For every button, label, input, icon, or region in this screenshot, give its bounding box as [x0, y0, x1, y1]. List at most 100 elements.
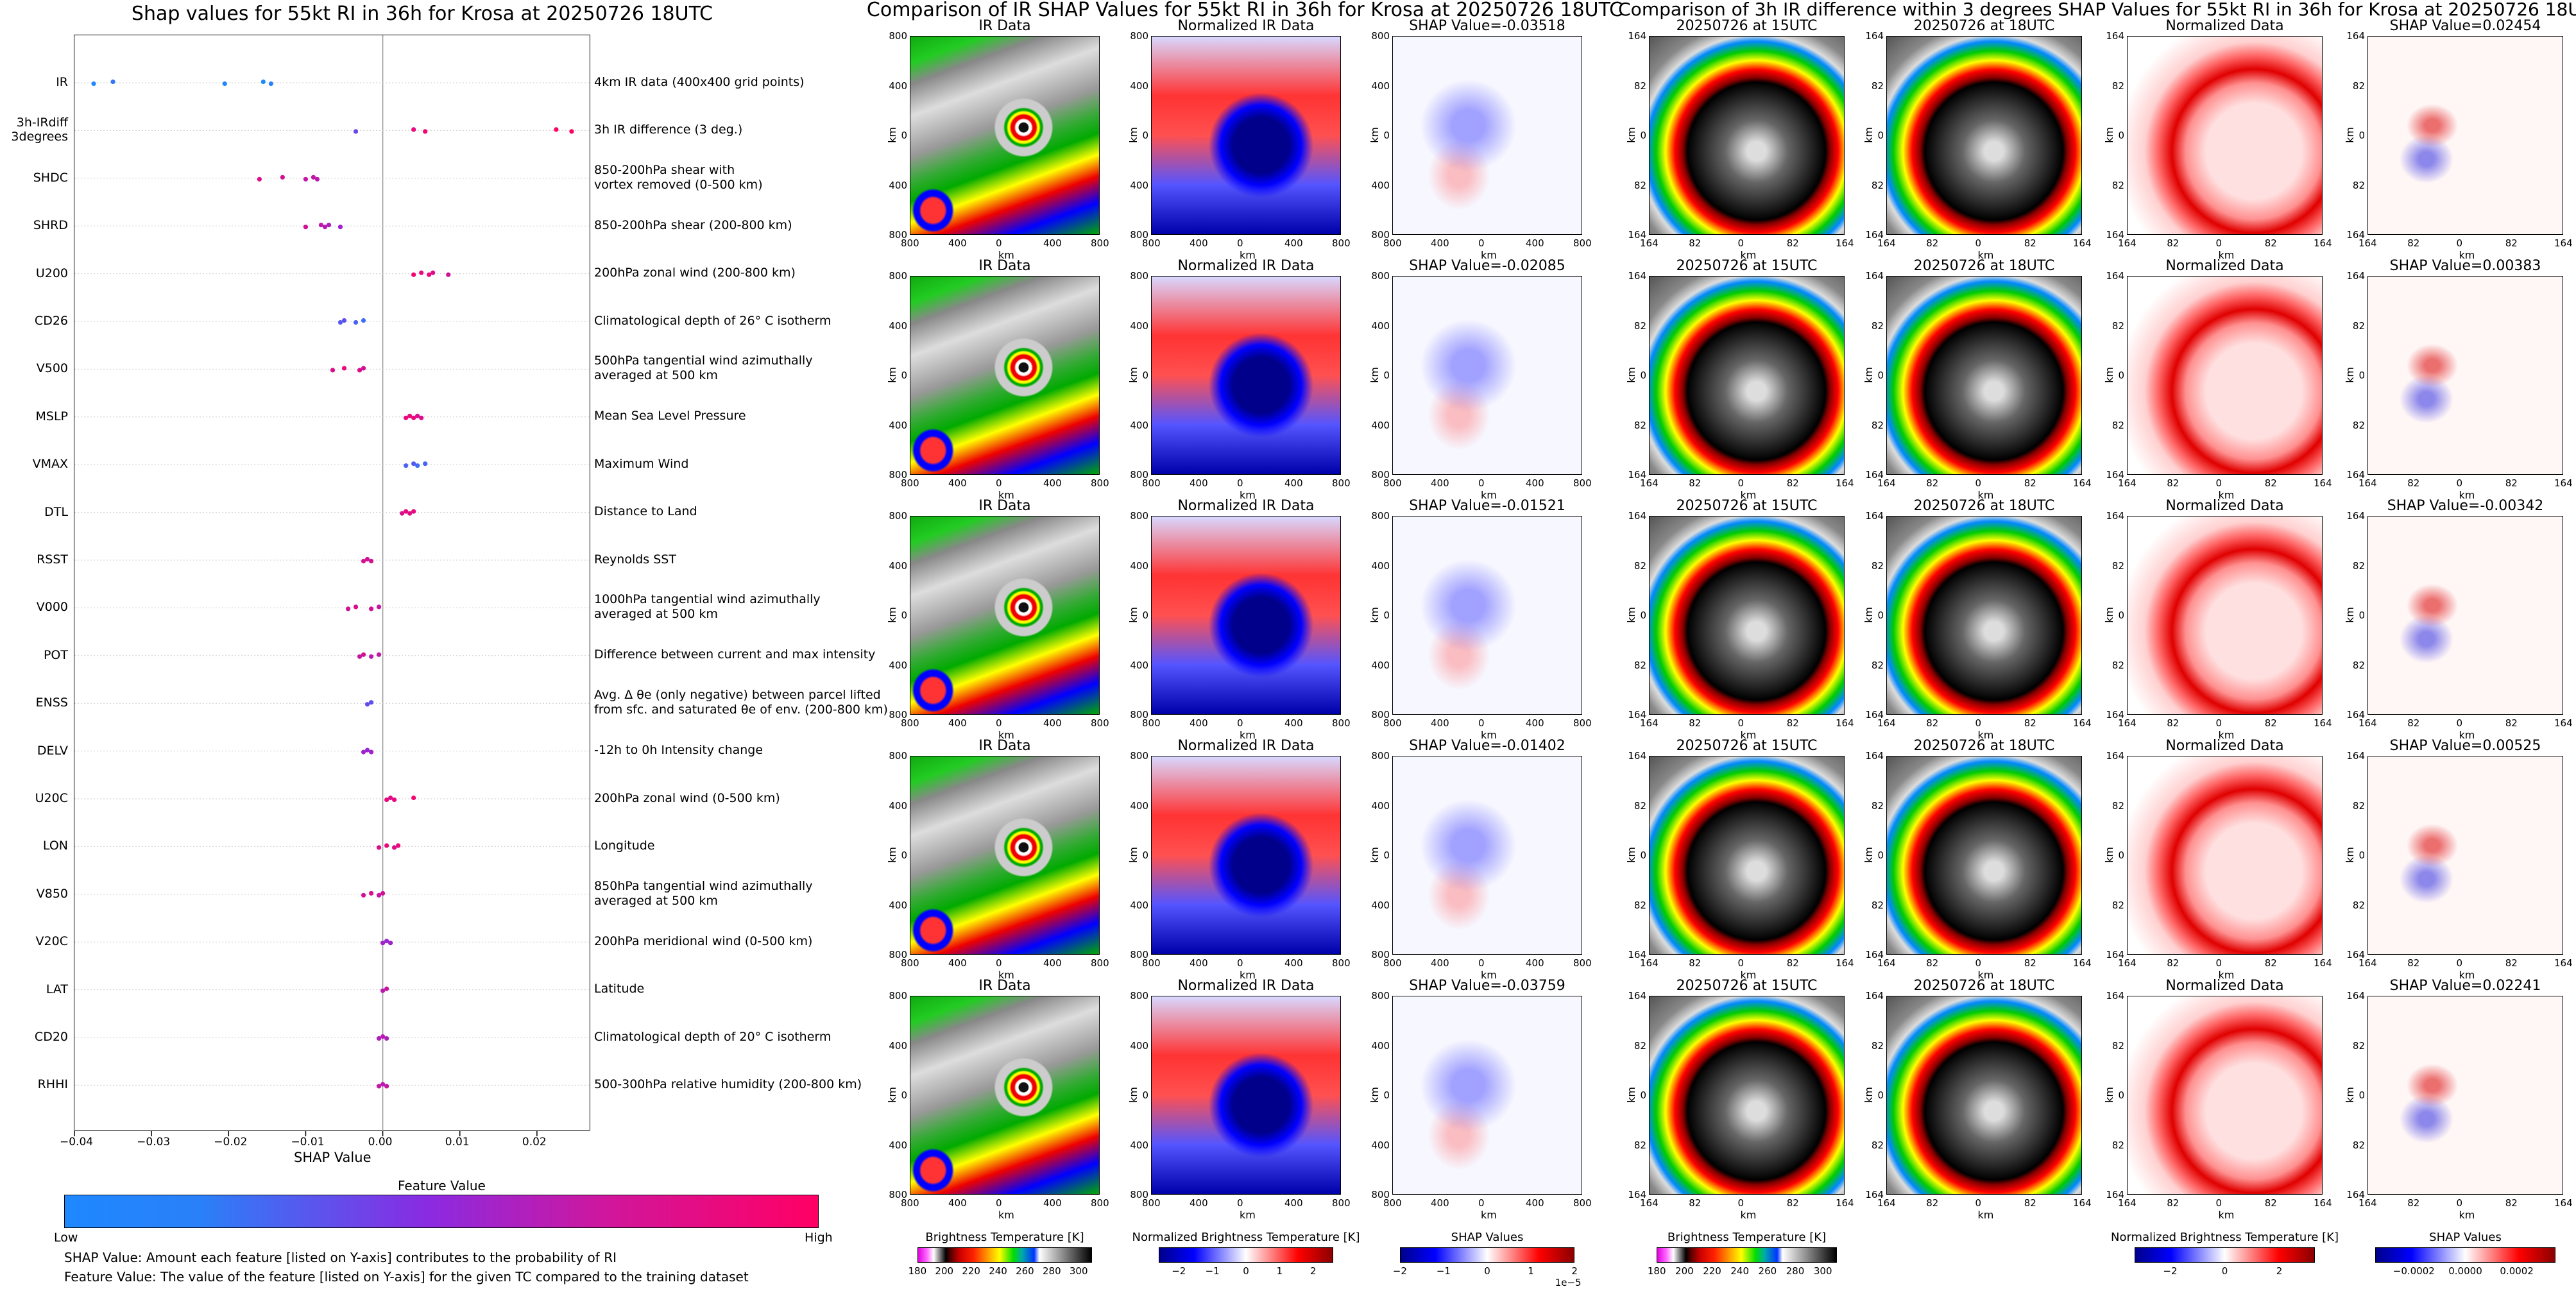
- y-tick-label: 800: [1130, 229, 1148, 241]
- shap-point: [384, 843, 389, 848]
- shap-point: [91, 81, 96, 87]
- y-tick-label: 400: [889, 80, 907, 92]
- heatmap-panel: [910, 36, 1100, 235]
- panel-title: Normalized IR Data: [1177, 18, 1315, 34]
- y-tick-label: 800: [1130, 270, 1148, 282]
- colorbar-tick: 280: [1786, 1265, 1805, 1277]
- x-tick-label: 164: [1877, 237, 1896, 249]
- y-tick-label: 0: [2358, 130, 2365, 141]
- x-tick-label: 82: [2264, 717, 2277, 729]
- feature-label: V500: [36, 361, 68, 376]
- x-tick-label: 400: [1190, 957, 1208, 969]
- shap-point: [400, 511, 405, 516]
- note-shap-value: SHAP Value: Amount each feature [listed …: [64, 1250, 617, 1265]
- panel-title: SHAP Value=-0.01402: [1409, 738, 1565, 754]
- shap-point: [411, 272, 416, 277]
- x-axis-label: km: [2459, 489, 2475, 501]
- y-tick-label: 400: [1371, 419, 1390, 431]
- y-tick-label: 800: [889, 229, 907, 241]
- x-tick-label: 0: [1478, 957, 1485, 969]
- panel-title: SHAP Value=-0.02085: [1409, 258, 1565, 274]
- x-tick-label: 400: [1526, 957, 1544, 969]
- feature-label: SHDC: [33, 170, 68, 185]
- colorbar-tick: 300: [1069, 1265, 1088, 1277]
- y-tick-label: 0: [1383, 610, 1390, 621]
- x-tick-label: 400: [1431, 477, 1449, 489]
- y-tick-label: 400: [1371, 799, 1390, 812]
- x-tick-label: 0: [1237, 1197, 1243, 1209]
- feature-description: 4km IR data (400x400 grid points): [594, 74, 805, 89]
- y-tick-label: 400: [1371, 1139, 1390, 1151]
- x-axis-label: km: [2459, 729, 2475, 741]
- heatmap-panel: [2127, 276, 2323, 475]
- x-tick-label: 164: [2554, 957, 2573, 969]
- x-tick-label: 400: [1190, 1197, 1208, 1209]
- x-tick-label: 82: [2407, 1197, 2420, 1209]
- y-tick-label: 800: [889, 750, 907, 762]
- x-tick-label: 400: [948, 477, 967, 489]
- x-tick-label: 164: [1836, 237, 1854, 249]
- shap-point: [368, 606, 374, 611]
- panel-title: Normalized Data: [2165, 18, 2284, 34]
- x-axis-label: km: [1240, 249, 1256, 261]
- colorbar-tick: −1: [1205, 1265, 1220, 1277]
- y-tick-label: 800: [1371, 709, 1390, 721]
- y-tick-label: 82: [2352, 659, 2365, 671]
- x-tick-label: 0.00: [368, 1136, 393, 1148]
- x-tick-label: 0: [1237, 477, 1243, 489]
- x-axis-label: km: [1481, 1209, 1497, 1221]
- x-tick-label: 164: [2554, 477, 2573, 489]
- y-tick-label: 400: [1130, 179, 1148, 191]
- shap-point: [392, 845, 397, 850]
- feature-description: 200hPa meridional wind (0-500 km): [594, 934, 813, 948]
- x-axis-label: km: [2218, 1209, 2235, 1221]
- y-tick-label: 0: [901, 849, 907, 861]
- shap-point: [337, 320, 343, 325]
- y-tick-label: 800: [1371, 30, 1390, 42]
- x-tick-label: 800: [901, 477, 919, 489]
- x-tick-label: 164: [1836, 477, 1854, 489]
- y-tick-label: 82: [2352, 179, 2365, 191]
- colorbar: [1158, 1247, 1334, 1263]
- colorbar-label: Brightness Temperature [K]: [1667, 1231, 1827, 1244]
- colorbar-tick: 240: [1730, 1265, 1750, 1277]
- x-tick-label: 164: [2554, 237, 2573, 249]
- colorbar-tick: −2: [2163, 1265, 2178, 1277]
- x-tick-label: 800: [1383, 717, 1402, 729]
- shap-point: [415, 463, 420, 468]
- y-tick-label: 82: [1871, 659, 1884, 671]
- shap-point: [314, 176, 320, 182]
- panel-title: SHAP Value=-0.01521: [1409, 498, 1565, 514]
- feature-label: 3h-IRdiff 3degrees: [11, 115, 68, 144]
- x-tick-label: 0: [1975, 1197, 1982, 1209]
- x-tick-label: 164: [1836, 957, 1854, 969]
- x-tick-label: 164: [1877, 1197, 1896, 1209]
- y-tick-label: 0: [1877, 849, 1884, 861]
- x-tick-label: 400: [1284, 1197, 1303, 1209]
- y-tick-label: 800: [889, 990, 907, 1002]
- shap-point: [368, 654, 374, 659]
- x-axis-label: km: [2459, 969, 2475, 981]
- feature-label: U20C: [35, 791, 68, 805]
- x-tick-label: 0: [1237, 717, 1243, 729]
- heatmap-panel: [1392, 36, 1582, 235]
- x-tick-label: 0: [1237, 237, 1243, 249]
- panel-title: Normalized Data: [2165, 738, 2284, 754]
- y-tick-label: 400: [1130, 419, 1148, 431]
- y-tick-label: 82: [1871, 1139, 1884, 1151]
- heatmap-panel: [2127, 36, 2323, 235]
- x-tick-label: 0: [1737, 1197, 1744, 1209]
- x-tick-label: 0: [1975, 957, 1982, 969]
- x-axis-label: km: [1977, 489, 1994, 501]
- x-tick-label: 800: [1091, 477, 1109, 489]
- x-tick-label: 82: [1786, 477, 1799, 489]
- x-tick-label: 800: [901, 957, 919, 969]
- x-tick-label: 82: [2505, 477, 2518, 489]
- panel-title: Normalized IR Data: [1177, 498, 1315, 514]
- feature-label: IR: [56, 75, 68, 89]
- x-tick-label: 164: [2073, 1197, 2092, 1209]
- colorbar-tick: 200: [935, 1265, 954, 1277]
- shap-point: [380, 941, 386, 946]
- shap-summary-title: Shap values for 55kt RI in 36h for Krosa…: [131, 3, 713, 25]
- shap-point: [407, 413, 413, 418]
